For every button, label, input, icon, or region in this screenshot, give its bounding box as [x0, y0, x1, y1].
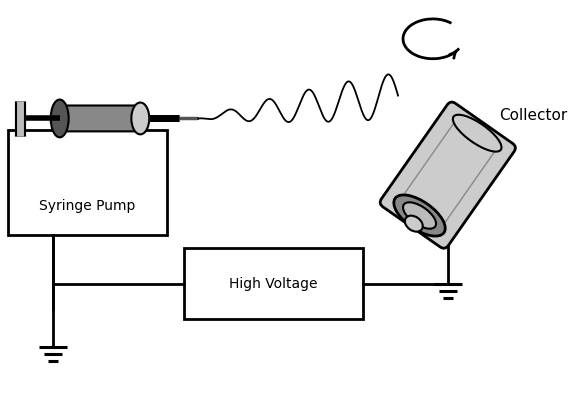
FancyBboxPatch shape	[399, 120, 497, 231]
Text: High Voltage: High Voltage	[229, 277, 318, 291]
Ellipse shape	[394, 195, 445, 236]
Ellipse shape	[405, 216, 423, 232]
Bar	[184, 248, 363, 319]
Text: Collector: Collector	[500, 108, 568, 123]
Ellipse shape	[403, 202, 436, 229]
Ellipse shape	[132, 102, 149, 134]
Ellipse shape	[453, 115, 501, 152]
FancyBboxPatch shape	[380, 102, 515, 248]
FancyBboxPatch shape	[53, 105, 146, 131]
Text: Syringe Pump: Syringe Pump	[39, 199, 136, 213]
Bar	[8, 131, 167, 235]
Ellipse shape	[51, 100, 68, 138]
